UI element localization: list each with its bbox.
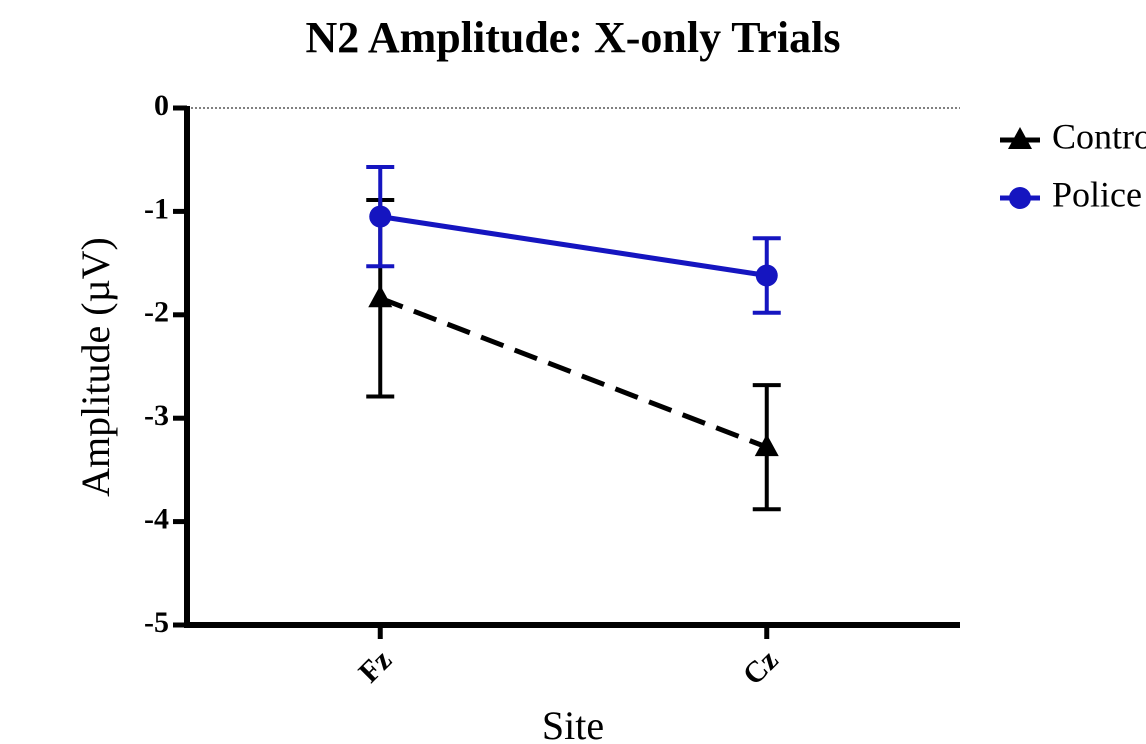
y-tick-label: -2 [144,296,169,329]
y-axis-label: Amplitude (µV) [73,237,118,497]
y-tick-label: -3 [144,399,169,432]
legend-marker [1008,127,1032,149]
series-line [379,214,768,278]
y-tick-label: 0 [154,89,169,122]
y-tick-label: -5 [144,606,169,639]
y-tick-label: -1 [144,192,169,225]
legend-marker [1009,187,1031,209]
point [368,285,393,308]
legend-label: Control [1052,116,1146,156]
x-tick-label: Cz [736,643,784,691]
series-line [379,295,768,450]
y-tick-label: -4 [144,502,169,535]
legend-label: Police [1052,174,1142,214]
point [369,205,392,228]
x-axis-label: Site [542,703,604,744]
chart-title: N2 Amplitude: X-only Trials [306,13,841,62]
point [754,434,779,457]
x-tick-label: Fz [352,643,398,689]
point [755,264,778,287]
